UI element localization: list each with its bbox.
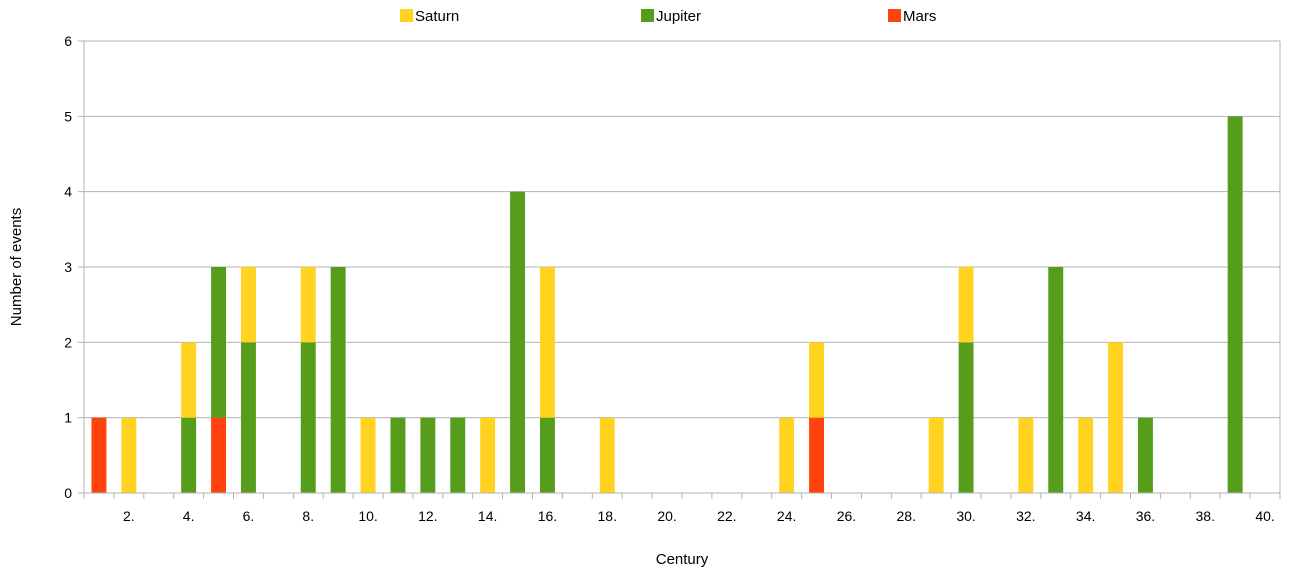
- bar-jupiter-century-16: [539, 417, 555, 493]
- axes: [78, 40, 1281, 499]
- bar-jupiter-century-9: [330, 267, 346, 493]
- x-tick-label: 28.: [897, 508, 916, 524]
- legend-swatch: [400, 9, 413, 22]
- legend-label: Mars: [903, 8, 936, 25]
- bar-saturn-century-18: [599, 417, 615, 493]
- bar-saturn-century-14: [480, 417, 496, 493]
- x-tick-label: 18.: [598, 508, 617, 524]
- bar-saturn-century-35: [1108, 342, 1124, 493]
- x-tick-label: 4.: [183, 508, 195, 524]
- x-tick-label: 30.: [956, 508, 975, 524]
- y-tick-label: 1: [64, 410, 72, 426]
- y-tick-label: 5: [64, 108, 72, 124]
- bar-saturn-century-2: [121, 417, 137, 493]
- bar-jupiter-century-11: [390, 417, 406, 493]
- bar-mars-century-1: [91, 417, 107, 493]
- bar-jupiter-century-5: [211, 267, 227, 418]
- gridlines: [84, 40, 1280, 419]
- legend-label: Saturn: [415, 8, 459, 25]
- bar-jupiter-century-15: [510, 191, 526, 493]
- bar-saturn-century-24: [779, 417, 795, 493]
- bar-jupiter-century-6: [240, 342, 256, 493]
- x-tick-label: 14.: [478, 508, 497, 524]
- x-tick-label: 16.: [538, 508, 557, 524]
- bar-jupiter-century-33: [1048, 267, 1064, 493]
- x-tick-labels: 2. 4. 6. 8. 10. 12. 14. 16. 18. 20. 22. 24. 26. 28. 30…: [123, 508, 1275, 524]
- bar-saturn-century-8: [300, 267, 316, 343]
- bar-saturn-century-30: [958, 267, 974, 343]
- x-tick-label: 2.: [123, 508, 135, 524]
- x-tick-label: 38.: [1196, 508, 1215, 524]
- bar-jupiter-century-8: [300, 342, 316, 493]
- bar-mars-century-25: [809, 417, 825, 493]
- bar-jupiter-century-39: [1227, 116, 1243, 493]
- legend-swatch: [888, 9, 901, 22]
- x-tick-label: 6.: [243, 508, 255, 524]
- y-tick-label: 3: [64, 259, 72, 275]
- legend-label: Jupiter: [656, 8, 701, 25]
- bar-jupiter-century-13: [450, 417, 466, 493]
- x-tick-label: 26.: [837, 508, 856, 524]
- legend-swatch: [641, 9, 654, 22]
- bar-saturn-century-34: [1078, 417, 1094, 493]
- x-tick-label: 32.: [1016, 508, 1035, 524]
- y-axis-title: Number of events: [8, 208, 25, 326]
- legend-item-mars: Mars: [888, 8, 936, 25]
- bar-jupiter-century-12: [420, 417, 436, 493]
- legend-item-saturn: Saturn: [400, 8, 459, 25]
- bar-jupiter-century-4: [181, 417, 197, 493]
- bar-jupiter-century-36: [1137, 417, 1153, 493]
- bars: [91, 116, 1243, 493]
- y-tick-label: 2: [64, 334, 72, 350]
- bar-mars-century-5: [211, 417, 227, 493]
- x-tick-label: 10.: [358, 508, 377, 524]
- bar-saturn-century-4: [181, 342, 197, 418]
- legend-item-jupiter: Jupiter: [641, 8, 701, 25]
- x-tick-label: 24.: [777, 508, 796, 524]
- y-tick-label: 4: [64, 184, 72, 200]
- x-tick-label: 36.: [1136, 508, 1155, 524]
- bar-saturn-century-32: [1018, 417, 1034, 493]
- x-tick-label: 8.: [302, 508, 314, 524]
- bar-jupiter-century-30: [958, 342, 974, 493]
- x-tick-label: 12.: [418, 508, 437, 524]
- y-tick-label: 0: [64, 485, 72, 501]
- legend: Saturn Jupiter Mars: [400, 8, 936, 25]
- x-tick-label: 40.: [1255, 508, 1274, 524]
- x-tick-label: 20.: [657, 508, 676, 524]
- bar-saturn-century-6: [240, 267, 256, 343]
- y-tick-label: 6: [64, 33, 72, 49]
- x-tick-label: 22.: [717, 508, 736, 524]
- bar-saturn-century-29: [928, 417, 944, 493]
- x-axis-title: Century: [656, 551, 709, 568]
- bar-saturn-century-25: [809, 342, 825, 418]
- bar-saturn-century-10: [360, 417, 376, 493]
- y-tick-labels: 0 1 2 3 4 5 6: [64, 33, 72, 501]
- x-tick-label: 34.: [1076, 508, 1095, 524]
- bar-saturn-century-16: [539, 267, 555, 418]
